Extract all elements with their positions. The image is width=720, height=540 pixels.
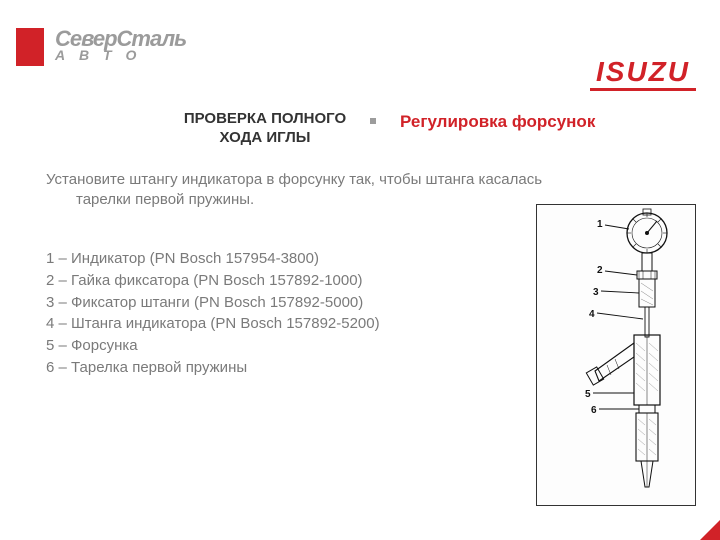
diagram-label-6: 6 bbox=[591, 405, 597, 416]
instruction-line2: тарелки первой пружины. bbox=[76, 190, 566, 210]
legend-item: 2 – Гайка фиксатора (PN Bosch 157892-100… bbox=[46, 270, 380, 292]
section-title-right: Регулировка форсунок bbox=[400, 112, 595, 132]
brand-red-block bbox=[16, 28, 44, 66]
section-title-left: ПРОВЕРКА ПОЛНОГО ХОДА ИГЛЫ bbox=[165, 110, 365, 148]
legend-item: 4 – Штанга индикатора (PN Bosch 157892-5… bbox=[46, 313, 380, 335]
diagram-label-4: 4 bbox=[589, 309, 595, 320]
bullet-square-icon bbox=[370, 118, 376, 124]
instruction-text: Установите штангу индикатора в форсунку … bbox=[46, 170, 566, 211]
diagram-label-1: 1 bbox=[597, 219, 603, 230]
logo-severstal: СеверСталь А В Т О bbox=[55, 28, 186, 62]
legend-item: 5 – Форсунка bbox=[46, 335, 380, 357]
legend-item: 3 – Фиксатор штанги (PN Bosch 157892-500… bbox=[46, 292, 380, 314]
section-title-left-line1: ПРОВЕРКА ПОЛНОГО bbox=[184, 110, 346, 127]
diagram-label-2: 2 bbox=[597, 265, 603, 276]
diagram-label-3: 3 bbox=[593, 287, 599, 298]
injector-diagram: 1 2 3 4 5 6 bbox=[536, 204, 696, 506]
injector-svg: 1 2 3 4 5 6 bbox=[537, 205, 695, 505]
section-title-left-line2: ХОДА ИГЛЫ bbox=[220, 129, 311, 146]
diagram-label-5: 5 bbox=[585, 389, 591, 400]
legend-item: 6 – Тарелка первой пружины bbox=[46, 357, 380, 379]
legend-item: 1 – Индикатор (PN Bosch 157954-3800) bbox=[46, 248, 380, 270]
corner-accent-icon bbox=[700, 520, 720, 540]
parts-legend: 1 – Индикатор (PN Bosch 157954-3800) 2 –… bbox=[46, 248, 380, 379]
instruction-line1: Установите штангу индикатора в форсунку … bbox=[46, 171, 542, 188]
logo-isuzu: ISUZU bbox=[590, 56, 696, 91]
